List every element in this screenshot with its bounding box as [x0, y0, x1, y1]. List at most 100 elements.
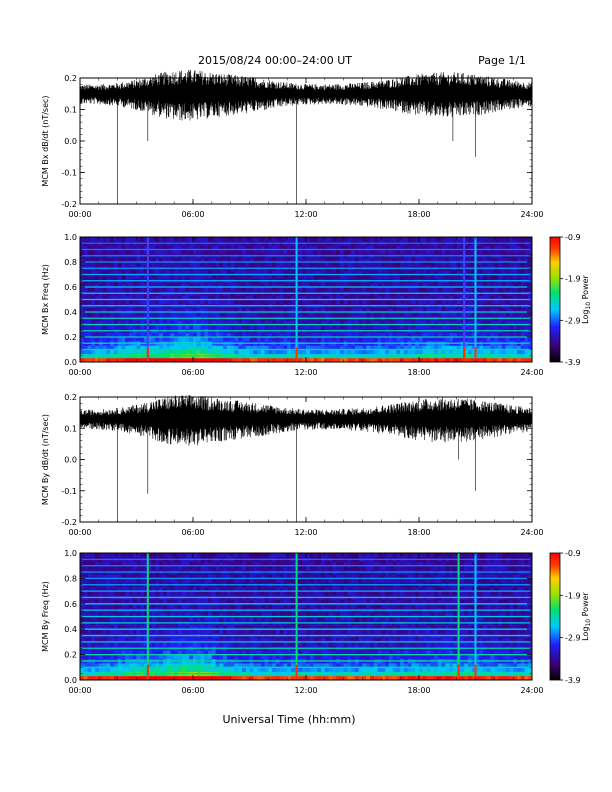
- bx_spec-cell: [87, 249, 92, 255]
- bx_spec-cell: [490, 299, 495, 305]
- bx_spec-cell: [174, 282, 179, 288]
- bx_spec-cell: [509, 295, 514, 300]
- bx_spec-cell: [471, 270, 476, 275]
- bx_spec-cell: [411, 324, 416, 330]
- bx_spec-cell: [317, 345, 322, 350]
- bx_spec-cell: [80, 320, 85, 325]
- bx_spec-cell: [181, 357, 186, 363]
- bx_spec-cell: [509, 237, 514, 242]
- bx_spec-cell: [238, 320, 243, 325]
- bx_spec-cell: [528, 332, 533, 338]
- bx_spec-cell: [208, 320, 213, 325]
- by_spec-cell: [136, 574, 141, 579]
- bx_spec-cell: [268, 345, 273, 350]
- bx_spec-cell: [471, 262, 476, 267]
- by_spec-cell: [181, 591, 186, 596]
- by_spec-cell: [95, 561, 100, 567]
- bx_spec-cell: [208, 274, 213, 280]
- bx_spec-cell: [279, 237, 284, 242]
- bx_spec-cell: [219, 249, 224, 255]
- by_spec-cell: [102, 561, 107, 567]
- bx_spec-cell: [272, 357, 277, 363]
- bx_spec-cell: [102, 320, 107, 325]
- bx_spec-cell: [505, 282, 510, 288]
- bx_spec-cell: [422, 282, 427, 288]
- bx_spec-cell: [234, 345, 239, 350]
- bx_spec-cell: [456, 257, 461, 263]
- bx_spec-cell: [479, 312, 484, 317]
- bx_spec-cell: [362, 320, 367, 325]
- bx_spec-cell: [306, 349, 311, 355]
- bx_spec-cell: [140, 287, 145, 292]
- bx_spec-cell: [483, 287, 488, 292]
- bx_spec-cell: [509, 270, 514, 275]
- bx_spec-cell: [170, 262, 175, 267]
- bx_spec-cell: [279, 282, 284, 288]
- bx_spec-cell: [249, 349, 254, 355]
- bx_spec-cell: [528, 249, 533, 255]
- bx_spec-cell: [321, 237, 326, 242]
- by_spec-cell: [177, 574, 183, 579]
- by_spec-cell: [162, 586, 168, 592]
- bx_spec-cell: [434, 282, 439, 288]
- bx_spec-cell: [509, 282, 514, 288]
- bx_spec-cell: [309, 299, 314, 305]
- by_spec-cell: [128, 624, 134, 630]
- bx_spec-cell: [98, 270, 103, 275]
- by_spec-cell: [110, 553, 115, 558]
- bx_spec-cell: [98, 274, 103, 280]
- bx_spec-cell: [264, 324, 269, 330]
- by_spec-cell: [189, 650, 194, 655]
- by_spec-cell: [128, 574, 134, 579]
- bx_spec-cell: [351, 237, 356, 242]
- bx_spec-cell: [272, 245, 277, 250]
- bx_spec-cell: [373, 307, 378, 313]
- bx_spec-cell: [279, 274, 284, 280]
- bx_spec-cell: [283, 332, 288, 338]
- bx_spec-cell: [509, 287, 514, 292]
- bx_spec-cell: [430, 245, 435, 250]
- bx_spec-cell: [415, 337, 420, 342]
- by_spec-cell: [181, 641, 186, 647]
- bx_spec-cell: [193, 274, 198, 280]
- bx_spec-cell: [80, 357, 85, 363]
- bx_spec-cell: [298, 332, 303, 338]
- bx_spec-cell: [407, 312, 412, 317]
- bx_spec-cell: [464, 262, 469, 267]
- bx_spec-cell: [189, 345, 194, 350]
- bx_spec-cell: [287, 307, 292, 313]
- bx_spec-cell: [200, 295, 205, 300]
- bx_spec-cell: [200, 349, 205, 355]
- bx_spec-cell: [268, 295, 273, 300]
- bx_spec-cell: [155, 295, 160, 300]
- by_spec-cell: [110, 565, 115, 571]
- bx_spec-cell: [140, 299, 145, 305]
- by_spec-cell: [140, 565, 145, 571]
- bx_spec-cell: [434, 245, 439, 250]
- bx_spec-cell: [193, 320, 198, 325]
- bx_spec-cell: [121, 249, 126, 255]
- bx_spec-cell: [98, 357, 103, 363]
- bx_spec-cell: [257, 332, 262, 338]
- by_spec-cell: [121, 578, 126, 584]
- bx_spec-cell: [415, 324, 420, 330]
- bx_spec-cell: [419, 270, 424, 275]
- by_spec-cell: [155, 629, 160, 634]
- page-title: 2015/08/24 00:00–24:00 UT: [198, 54, 352, 67]
- bx_spec-cell: [162, 332, 168, 338]
- bx_spec-cell: [520, 282, 525, 288]
- bx_spec-cell: [415, 320, 420, 325]
- bx_spec-cell: [400, 257, 405, 263]
- bx_spec-cell: [343, 274, 348, 280]
- by_spec-cell: [162, 578, 168, 584]
- bx_spec-cell: [362, 282, 367, 288]
- bx_spec-cell: [290, 287, 296, 292]
- bx_spec-cell: [490, 312, 495, 317]
- bx_spec-cell: [392, 349, 397, 355]
- bx_spec-cell: [147, 249, 152, 255]
- by_spec-cell: [155, 586, 160, 592]
- bx_spec-cell: [354, 257, 360, 263]
- by_spec-cell: [125, 654, 130, 660]
- bx_spec-cell: [373, 270, 378, 275]
- bx_spec-cell: [366, 262, 371, 267]
